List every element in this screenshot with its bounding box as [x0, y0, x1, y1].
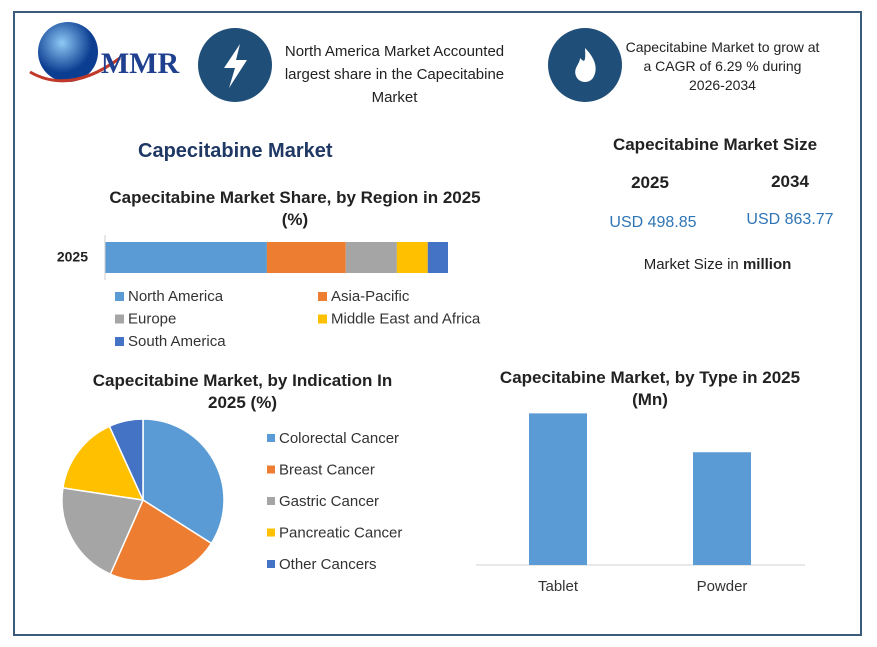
note-unit: million: [742, 256, 792, 273]
chart-title: Capecitabine Market Share, by Region in …: [109, 188, 481, 229]
legend-label: Breast Cancer: [279, 461, 375, 478]
legend-swatch: [267, 528, 275, 537]
y-tick-label: 2025: [57, 249, 88, 265]
note: Market Size in: [643, 256, 739, 273]
legend-label: Europe: [128, 310, 176, 327]
pie-slice: [61, 486, 145, 576]
frame: [13, 11, 862, 636]
legend-swatch: [267, 560, 275, 568]
legend-swatch: [318, 314, 327, 324]
logo-text: MMR: [101, 47, 180, 80]
chart-title: Capecitabine Market, by Type in 2025 (Mn…: [499, 368, 801, 409]
legend-swatch: [115, 337, 124, 346]
pie-slice: [109, 498, 213, 582]
main-title: Capecitabine Market: [138, 140, 333, 162]
bolt: [224, 44, 247, 88]
size-year: 2034: [771, 172, 809, 191]
x-tick-label: Powder: [697, 578, 748, 595]
flame: [575, 48, 596, 82]
bar-segment: [396, 242, 428, 273]
x-tick-label: Tablet: [538, 578, 579, 595]
legend-label: Middle East and Africa: [331, 310, 481, 327]
legend-label: North America: [128, 288, 224, 305]
legend-label: Colorectal Cancer: [279, 430, 399, 447]
legend-swatch: [318, 292, 327, 301]
bar: [693, 452, 751, 565]
bar-segment: [266, 242, 346, 273]
legend-label: Other Cancers: [279, 556, 377, 573]
logo-swoosh: [29, 56, 121, 83]
size-note: Market Size in million: [600, 256, 835, 273]
legend-label: Asia-Pacific: [331, 288, 410, 305]
bar-segment: [345, 242, 397, 273]
fact-1: North America Market Accounted largest s…: [284, 43, 505, 106]
pie-slice: [62, 425, 145, 501]
bar-segment: [427, 242, 448, 273]
bar: [529, 413, 587, 565]
size-value: USD 498.85: [609, 214, 697, 231]
legend-swatch: [267, 465, 275, 474]
size-value: USD 863.77: [746, 211, 834, 228]
legend-swatch: [267, 434, 275, 442]
legend-swatch: [267, 497, 275, 505]
legend-label: South America: [128, 333, 226, 350]
legend-swatch: [115, 314, 124, 324]
logo-globe: [38, 22, 98, 82]
size-year: 2025: [631, 173, 669, 192]
chart-title: Capecitabine Market, by Indication In 20…: [92, 371, 393, 412]
pie-slice: [108, 418, 144, 501]
legend-swatch: [115, 292, 124, 301]
legend-label: Pancreatic Cancer: [279, 524, 402, 541]
fact-2: Capecitabine Market to grow at a CAGR of…: [625, 39, 820, 93]
size-title: Capecitabine Market Size: [612, 135, 818, 154]
bar-segment: [105, 242, 267, 273]
legend-label: Gastric Cancer: [279, 493, 379, 510]
